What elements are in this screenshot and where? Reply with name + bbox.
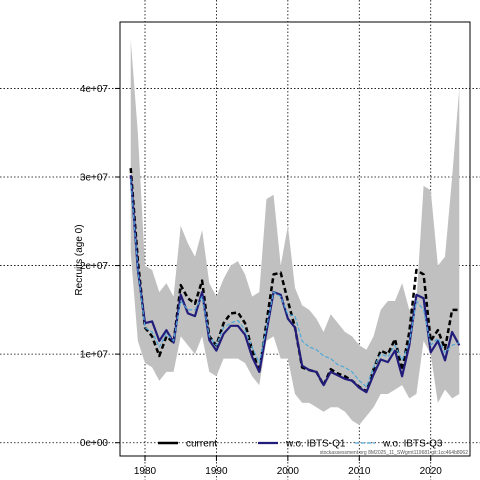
- legend-label-1: w.o. IBTS-Q1: [285, 439, 346, 450]
- footnote: stockassessment.org 8M2025_11_SWgrnt1196…: [320, 450, 468, 456]
- y-axis: 0e+00 1e+07 2e+07 3e+07 4e+07: [80, 84, 120, 449]
- confidence-band-layer: [130, 39, 460, 425]
- legend: current w.o. IBTS-Q1 w.o. IBTS-Q3: [158, 439, 443, 450]
- x-axis: 1980 1990 2000 2010 2020: [134, 456, 442, 477]
- legend-label-0: current: [186, 439, 217, 450]
- plot-frame: [119, 21, 471, 457]
- series-layer: [129, 168, 461, 394]
- y-tick-label: 0e+00: [80, 438, 109, 449]
- x-tick-label: 2020: [420, 466, 443, 477]
- x-tick-label: 1980: [134, 466, 157, 477]
- confidence-band: [130, 39, 460, 425]
- y-tick-label: 1e+07: [80, 350, 109, 361]
- series-line-2: [130, 178, 460, 388]
- y-axis-label: Recruits (age 0): [74, 224, 85, 295]
- legend-label-2: w.o. IBTS-Q3: [382, 439, 443, 450]
- x-tick-label: 2010: [348, 466, 371, 477]
- y-tick-label: 3e+07: [80, 173, 109, 184]
- x-tick-label: 2000: [277, 466, 300, 477]
- x-tick-label: 1990: [205, 466, 228, 477]
- y-tick-label: 4e+07: [80, 84, 109, 95]
- y-tick-label: 2e+07: [80, 261, 109, 272]
